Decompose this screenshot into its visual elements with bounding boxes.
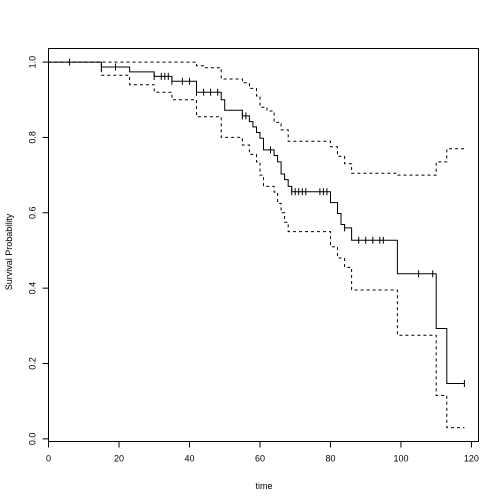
- plot-frame: [48, 48, 479, 442]
- x-tick-label: 80: [325, 454, 335, 464]
- lower-ci-curve: [48, 61, 465, 429]
- x-tick-label: 100: [393, 454, 408, 464]
- x-tick-label: 40: [184, 454, 194, 464]
- y-tick-label: 0.4: [28, 282, 38, 295]
- x-tick-label: 120: [464, 454, 479, 464]
- x-tick-label: 60: [255, 454, 265, 464]
- x-tick-label: 0: [46, 454, 51, 464]
- upper-ci-curve: [48, 61, 465, 176]
- x-tick-label: 20: [114, 454, 124, 464]
- y-tick-label: 0.6: [28, 207, 38, 220]
- y-tick-label: 0.0: [28, 433, 38, 446]
- curves-layer: [48, 61, 465, 429]
- x-axis: 0 20 40 60 80 100 120: [46, 441, 479, 464]
- y-tick-label: 1.0: [28, 56, 38, 69]
- x-axis-title: time: [255, 481, 272, 491]
- censor-marks-layer: [69, 58, 465, 387]
- y-tick-label: 0.8: [28, 131, 38, 144]
- y-tick-label: 0.2: [28, 357, 38, 370]
- y-axis: 0.0 0.2 0.4 0.6 0.8 1.0: [28, 56, 49, 445]
- y-axis-title: Survival Probability: [4, 213, 14, 290]
